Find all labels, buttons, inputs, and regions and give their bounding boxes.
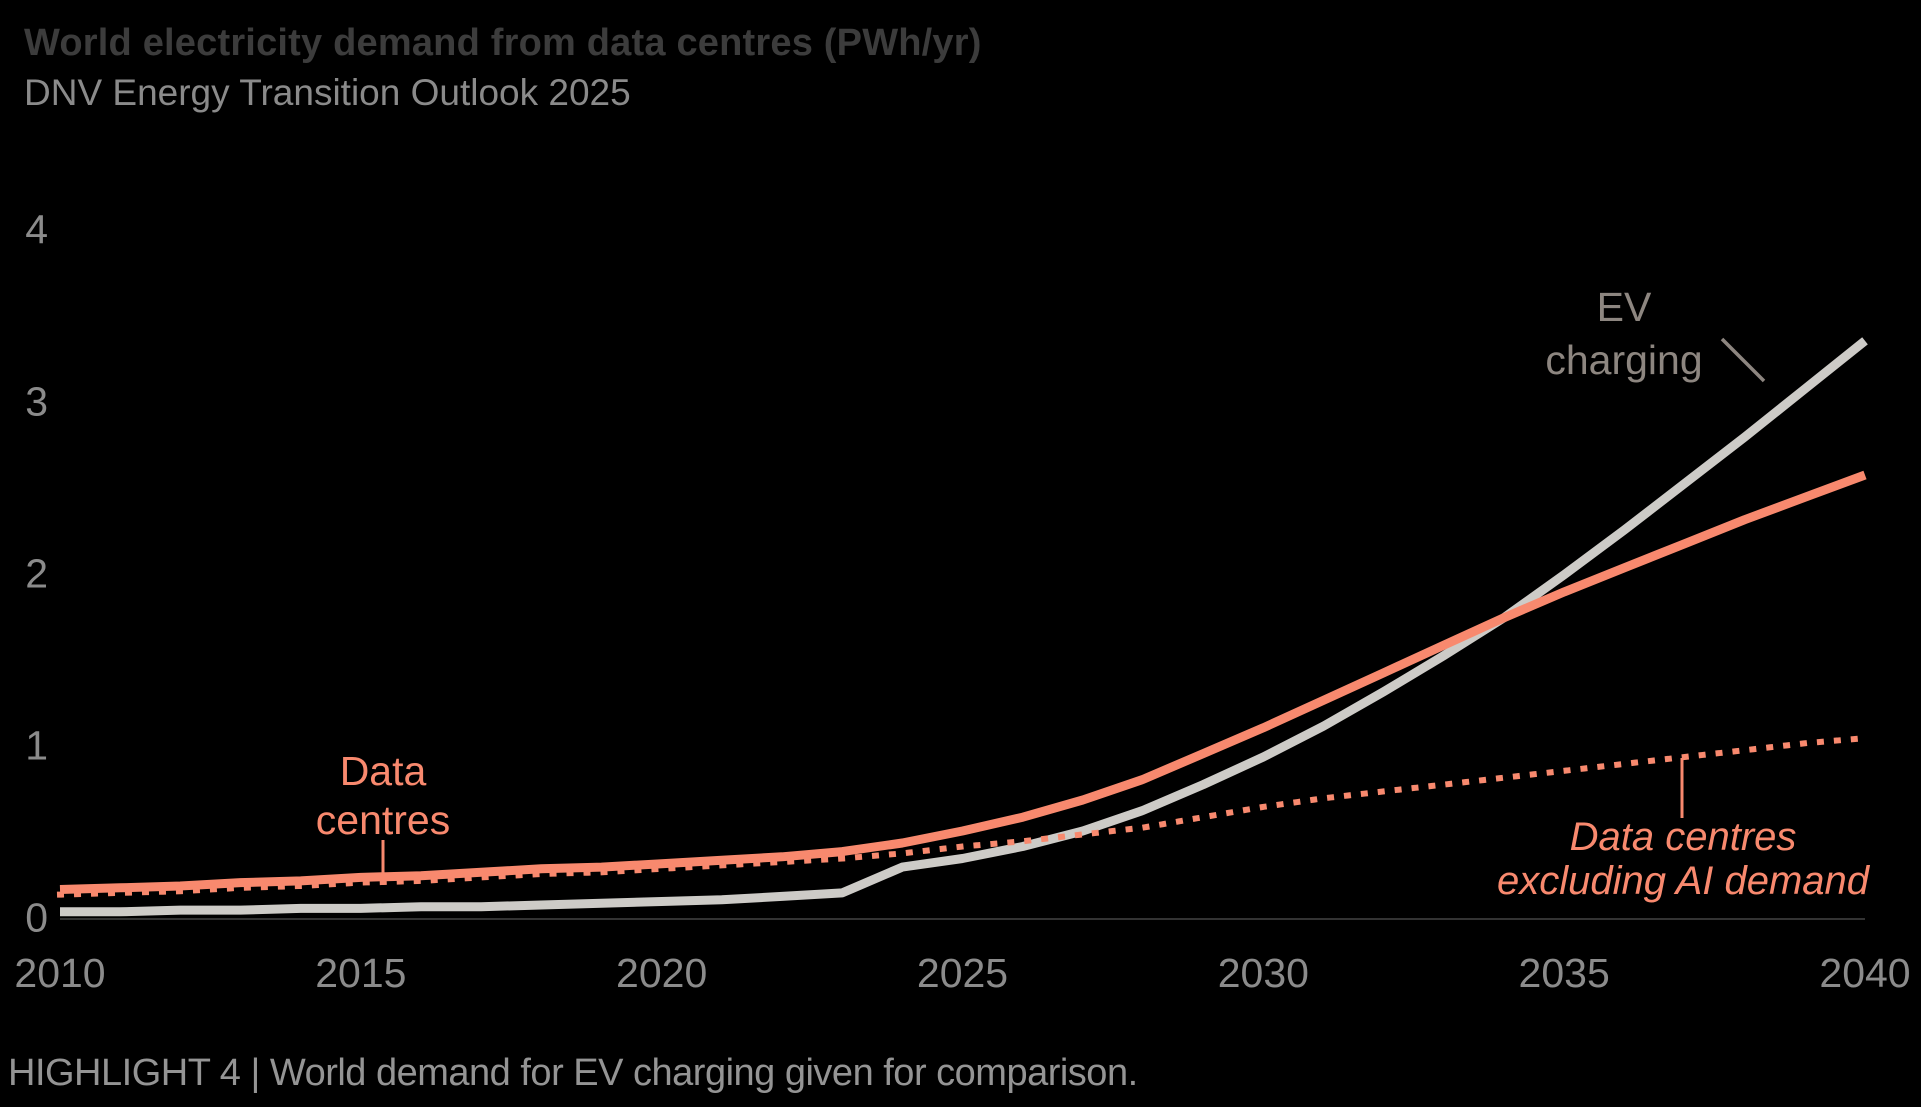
series-data-centres-excluding-ai-demand-line: [56, 734, 1869, 898]
caption: HIGHLIGHT 4 | World demand for EV chargi…: [8, 1052, 1138, 1094]
x-tick-2010: 2010: [14, 950, 105, 996]
series-label-data-centres-line1: Data: [339, 748, 427, 794]
y-tick-3: 3: [25, 378, 48, 424]
series-label-data-centres-excl-ai: Data centres excluding AI demand: [1497, 815, 1869, 903]
x-tick-2035: 2035: [1519, 950, 1610, 996]
y-tick-1: 1: [25, 722, 48, 768]
series-label-ev-charging: EV charging: [1545, 281, 1702, 387]
series-label-data-centres-line2: centres: [315, 797, 451, 843]
x-tick-2040: 2040: [1819, 950, 1910, 996]
ev-charging-pointer-line: [1720, 337, 1766, 383]
series-label-data-centres: Data centres: [316, 747, 450, 845]
x-tick-2030: 2030: [1218, 950, 1309, 996]
series-label-data-centres-excl-ai-line1: Data centres: [1569, 815, 1797, 859]
y-tick-4: 4: [25, 206, 48, 252]
chart-subtitle: DNV Energy Transition Outlook 2025: [24, 72, 631, 113]
chart-title: World electricity demand from data centr…: [24, 22, 982, 64]
y-tick-2: 2: [25, 550, 48, 596]
series-label-ev-charging-line2: charging: [1545, 337, 1703, 383]
x-tick-2025: 2025: [917, 950, 1008, 996]
series-ev-charging-line: [60, 337, 1868, 917]
x-tick-2020: 2020: [616, 950, 707, 996]
y-tick-0: 0: [25, 894, 48, 940]
series-data-centres-line: [59, 470, 1867, 894]
x-tick-2015: 2015: [315, 950, 406, 996]
series-label-data-centres-excl-ai-line2: excluding AI demand: [1496, 859, 1870, 903]
series-label-ev-charging-line1: EV: [1596, 284, 1652, 330]
